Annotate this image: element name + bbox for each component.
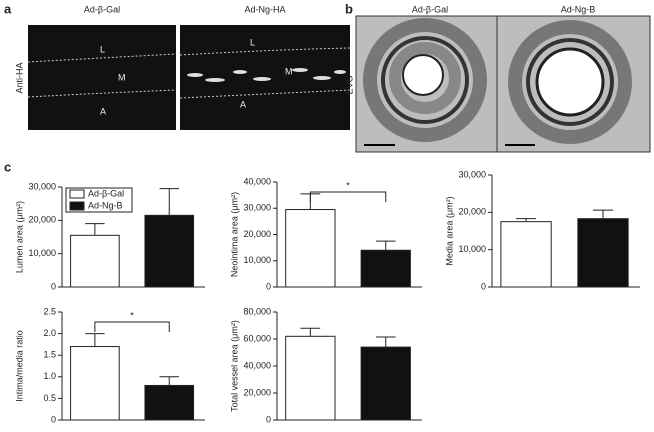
row-label: Anti-HA: [14, 62, 24, 93]
column-label: Ad-Ng-B: [561, 4, 596, 14]
bar: [70, 346, 120, 421]
bar: [144, 214, 195, 288]
significance-bracket: [309, 191, 387, 202]
y-tick-label: 10,000: [243, 255, 271, 265]
column-label: Ad-β-Gal: [84, 4, 120, 14]
legend-swatch: [69, 201, 85, 211]
region-label: M: [118, 72, 126, 82]
bar: [500, 221, 552, 288]
bar: [577, 218, 629, 288]
column-label: Ad-β-Gal: [412, 4, 448, 14]
y-tick-label: 10,000: [458, 244, 486, 254]
y-axis-label: Neointima area (μm²): [229, 192, 239, 277]
y-tick-label: 2.5: [43, 306, 56, 316]
y-tick-label: 0: [481, 281, 486, 291]
y-tick-label: 20,000: [243, 229, 271, 239]
layer-boundary: [27, 47, 351, 99]
y-tick-label: 30,000: [28, 181, 56, 191]
column-label: Ad-Ng-HA: [244, 4, 285, 14]
y-tick-label: 0: [266, 414, 271, 424]
y-tick-label: 60,000: [243, 333, 271, 343]
y-tick-label: 0.5: [43, 393, 56, 403]
significance-label: *: [130, 310, 134, 320]
region-label: L: [100, 44, 105, 54]
y-tick-label: 30,000: [458, 169, 486, 179]
region-label: A: [240, 99, 246, 109]
y-tick-label: 20,000: [243, 387, 271, 397]
legend-label: Ad-Ng-B: [88, 200, 123, 210]
significance-bracket: [94, 321, 170, 332]
panel-label: c: [4, 159, 11, 174]
y-tick-label: 2.0: [43, 328, 56, 338]
y-tick-label: 20,000: [458, 207, 486, 217]
bar: [70, 234, 120, 288]
bar: [285, 335, 336, 421]
region-label: M: [285, 66, 293, 76]
y-tick-label: 1.0: [43, 371, 56, 381]
panel-label: a: [4, 1, 12, 16]
region-label: L: [250, 37, 255, 47]
y-tick-label: 20,000: [28, 215, 56, 225]
y-tick-label: 10,000: [28, 248, 56, 258]
y-tick-label: 40,000: [243, 176, 271, 186]
artery-section: [363, 18, 632, 146]
panel-label: b: [345, 1, 353, 16]
y-axis-label: Lumen area (μm²): [14, 201, 24, 273]
y-tick-label: 0: [266, 281, 271, 291]
micrograph: [28, 25, 176, 130]
bar: [360, 346, 411, 421]
y-tick-label: 80,000: [243, 306, 271, 316]
significance-label: *: [346, 180, 350, 190]
y-axis-label: Total vessel area (μm²): [229, 320, 239, 412]
y-tick-label: 40,000: [243, 360, 271, 370]
bar: [144, 384, 195, 421]
legend-label: Ad-β-Gal: [88, 188, 124, 198]
bar: [285, 209, 336, 288]
y-axis-label: Media area (μm²): [444, 196, 454, 265]
y-tick-label: 30,000: [243, 203, 271, 213]
region-label: A: [100, 106, 106, 116]
y-tick-label: 1.5: [43, 350, 56, 360]
row-label: EVG: [344, 75, 354, 94]
y-tick-label: 0: [51, 281, 56, 291]
y-tick-label: 0: [51, 414, 56, 424]
y-axis-label: Intima/media ratio: [14, 330, 24, 402]
legend-swatch: [69, 189, 85, 199]
bar: [360, 249, 411, 288]
staining: [187, 68, 346, 82]
